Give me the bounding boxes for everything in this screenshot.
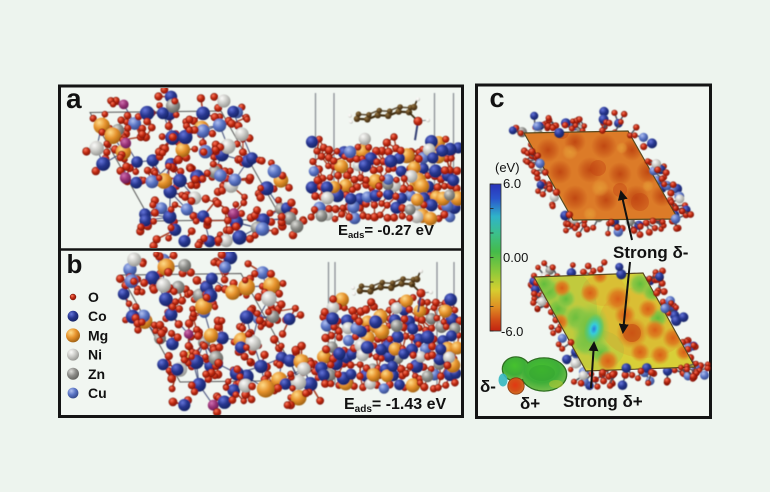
svg-text:c: c [490, 83, 505, 113]
svg-text:b: b [67, 249, 83, 279]
svg-text:0.00: 0.00 [503, 250, 528, 265]
svg-text:-6.0: -6.0 [501, 324, 523, 339]
svg-text:δ-: δ- [480, 377, 496, 396]
svg-text:O: O [88, 289, 99, 305]
svg-text:Eads= -1.43 eV: Eads= -1.43 eV [344, 396, 447, 415]
svg-text:a: a [66, 83, 82, 114]
svg-text:Strong δ+: Strong δ+ [563, 392, 643, 411]
svg-text:(eV): (eV) [495, 160, 520, 175]
svg-text:Mg: Mg [88, 327, 108, 343]
svg-text:Co: Co [88, 308, 107, 324]
svg-text:Strong δ-: Strong δ- [613, 243, 688, 262]
svg-text:Cu: Cu [88, 385, 107, 401]
svg-text:δ+: δ+ [520, 394, 540, 413]
svg-text:Ni: Ni [88, 347, 102, 363]
svg-text:6.0: 6.0 [503, 176, 521, 191]
svg-text:Zn: Zn [88, 366, 105, 382]
